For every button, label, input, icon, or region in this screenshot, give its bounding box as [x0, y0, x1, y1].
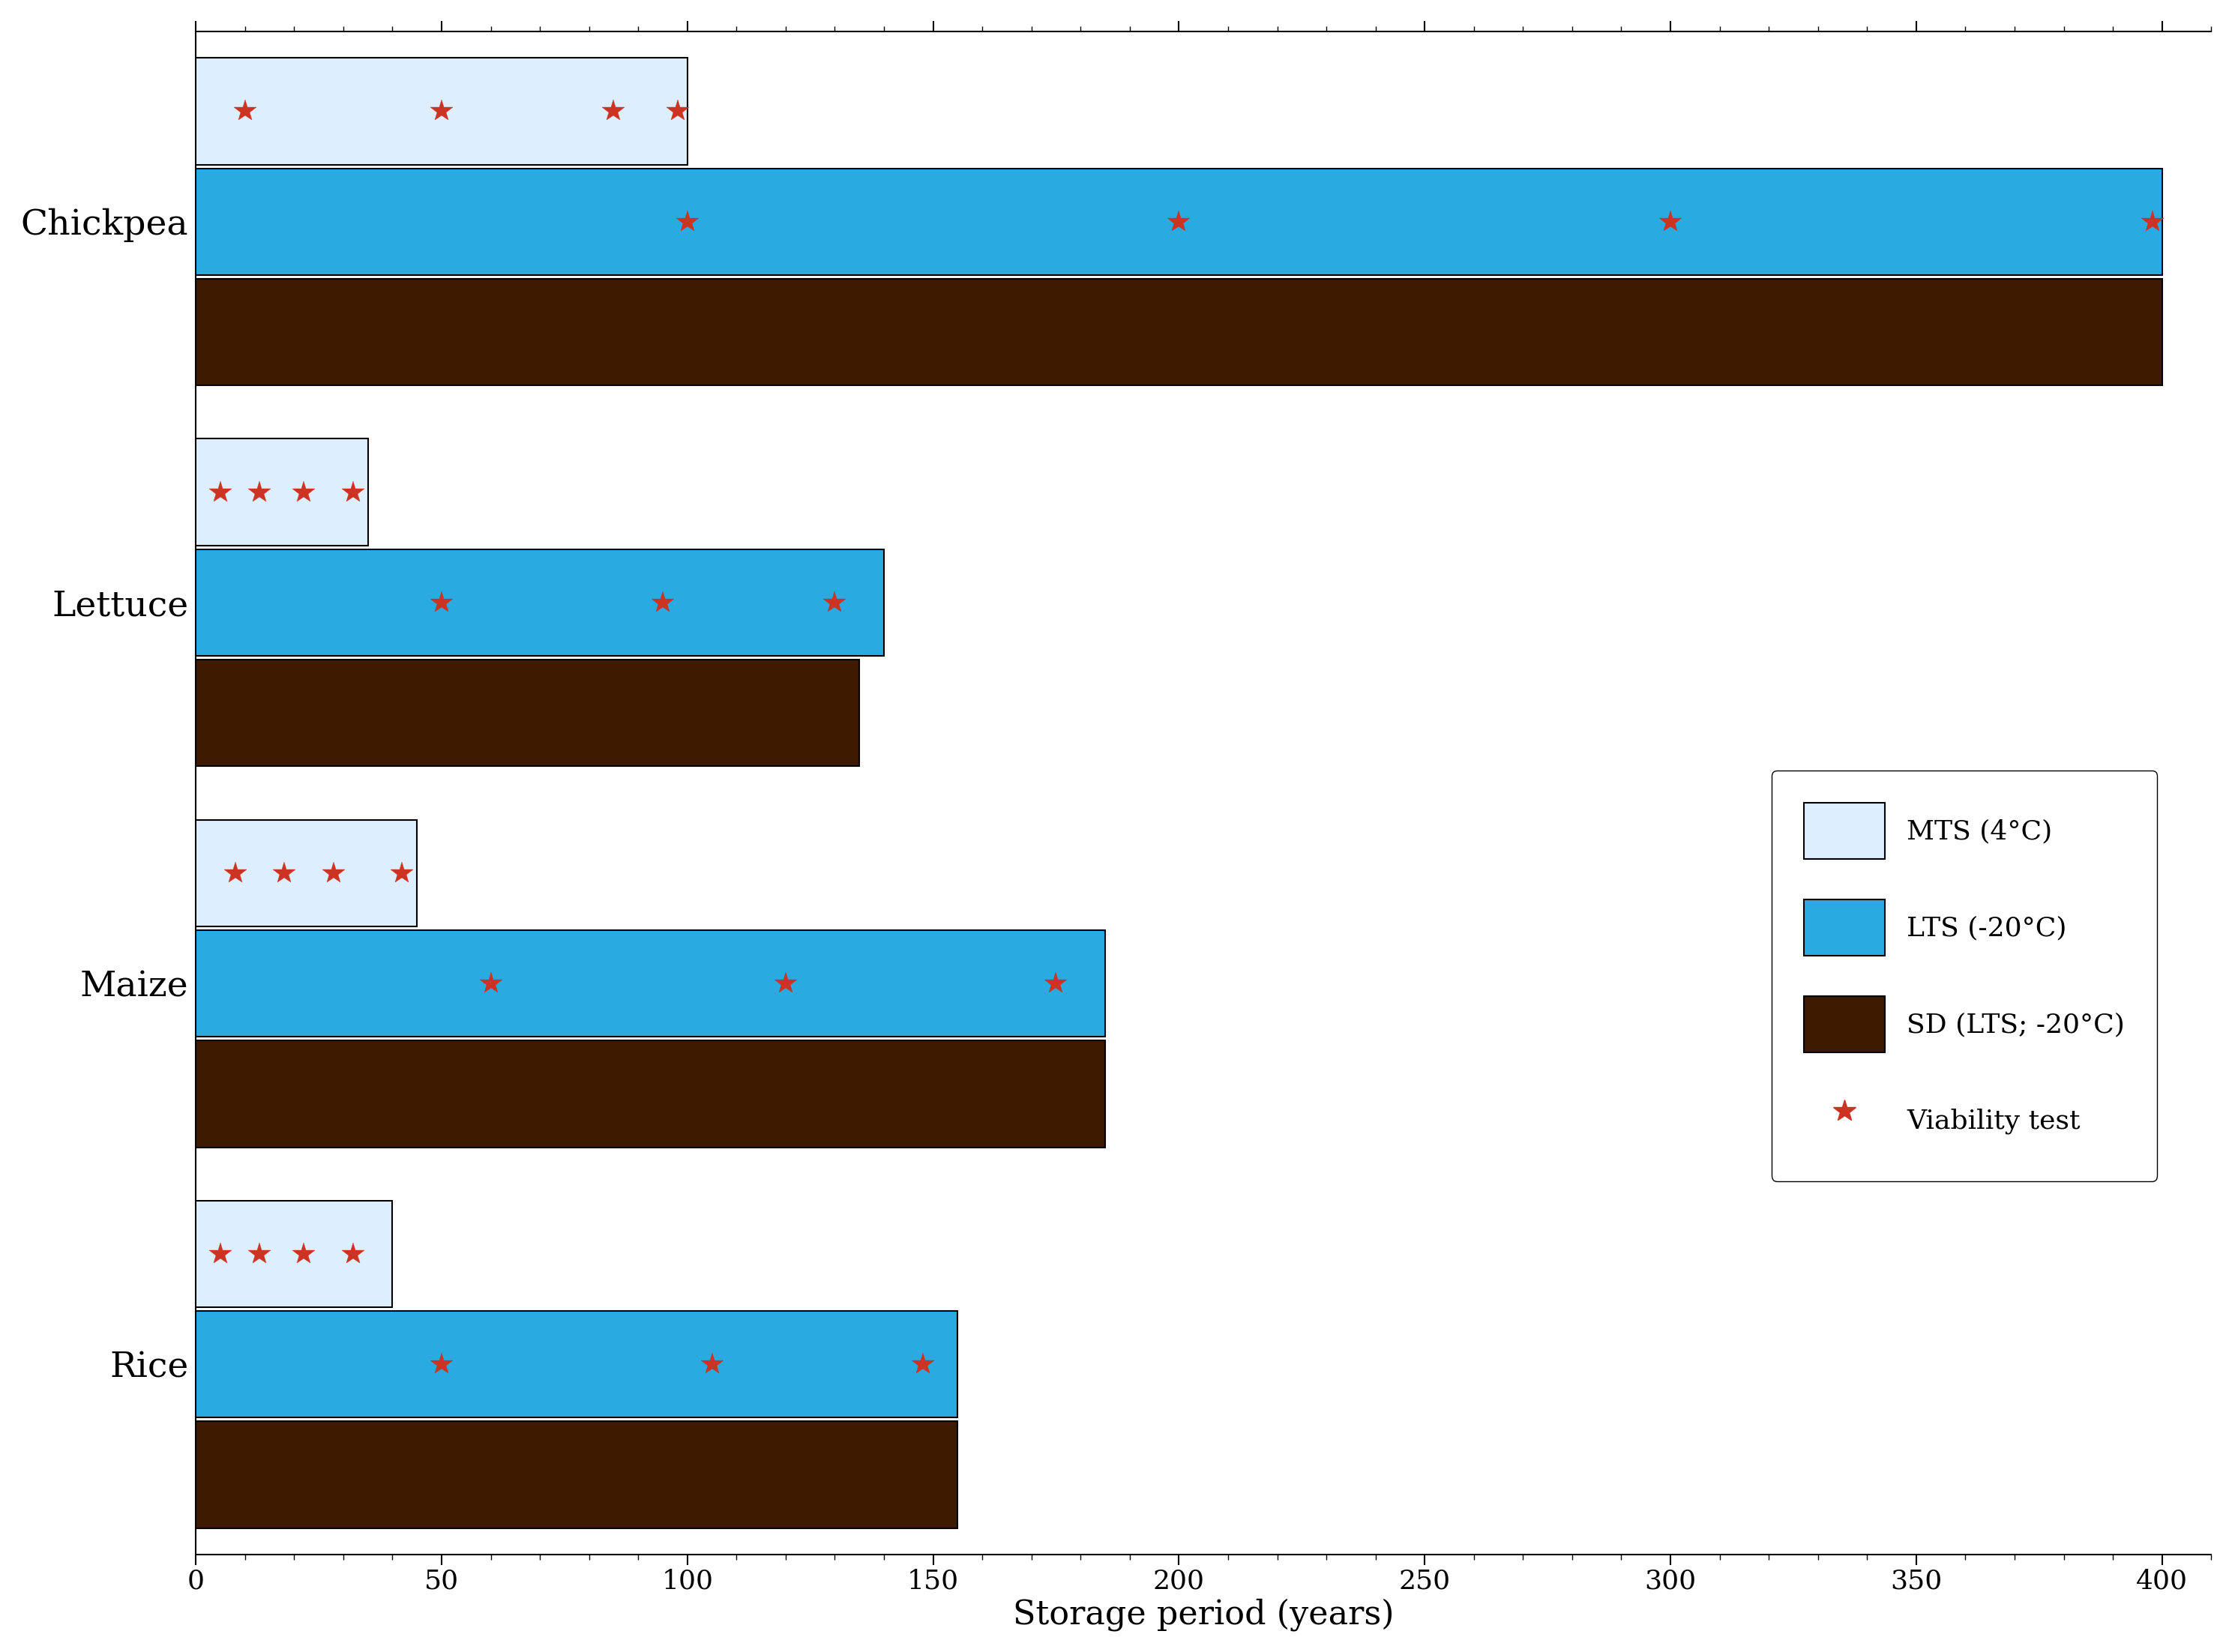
Bar — [196, 819, 417, 927]
Bar — [196, 279, 2163, 385]
Bar — [196, 439, 368, 545]
Bar — [196, 548, 884, 656]
Bar — [196, 1201, 393, 1307]
Bar — [196, 659, 859, 767]
Bar — [196, 1421, 958, 1528]
Bar — [196, 930, 1105, 1037]
Bar — [196, 1312, 958, 1417]
Bar — [196, 169, 2163, 274]
Bar — [196, 58, 687, 165]
Legend: MTS (4°C), LTS (-20°C), SD (LTS; -20°C), Viability test: MTS (4°C), LTS (-20°C), SD (LTS; -20°C),… — [1772, 770, 2158, 1181]
Bar — [196, 1041, 1105, 1146]
X-axis label: Storage period (years): Storage period (years) — [1013, 1599, 1395, 1631]
